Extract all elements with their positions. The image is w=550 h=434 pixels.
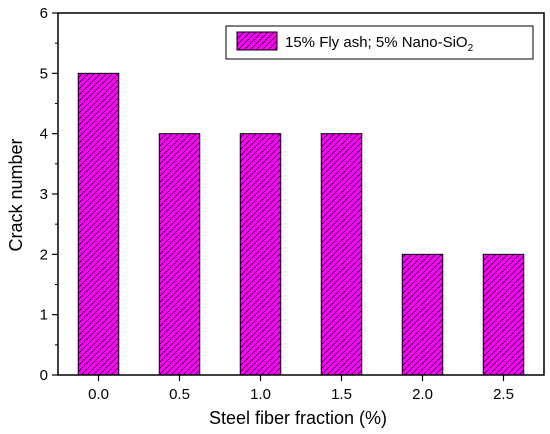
legend: 15% Fly ash; 5% Nano-SiO2 (225, 25, 534, 60)
y-tick-label: 5 (40, 65, 48, 82)
legend-swatch (236, 31, 278, 51)
bar-0.0 (77, 72, 120, 376)
bar-2.5 (482, 253, 525, 376)
bar-1.5 (320, 133, 363, 376)
y-tick-label: 3 (40, 186, 48, 203)
x-tick-label: 1.5 (331, 386, 352, 403)
x-tick-label: 2.0 (412, 386, 433, 403)
x-tick-label: 0.5 (169, 386, 190, 403)
y-tick-label: 2 (40, 246, 48, 263)
y-axis-title: Crack number (6, 138, 26, 251)
bars-group (77, 72, 525, 376)
bar-0.5 (158, 133, 201, 376)
y-axis-ticks: 0 1 2 3 4 5 6 (40, 5, 58, 384)
x-tick-label: 1.0 (250, 386, 271, 403)
plot-frame (57, 12, 545, 376)
x-tick-label: 2.5 (493, 386, 514, 403)
y-tick-label: 0 (40, 367, 48, 384)
legend-label-subscript: 2 (468, 43, 474, 54)
y-tick-label: 1 (40, 307, 48, 324)
bar-2.0 (401, 253, 444, 376)
y-tick-label: 4 (40, 126, 48, 143)
x-axis-ticks: 0.0 0.5 1.0 1.5 2.0 2.5 (88, 375, 514, 403)
legend-label-main: 15% Fly ash; 5% Nano-SiO (285, 34, 468, 51)
bar-1.0 (239, 133, 282, 376)
x-tick-label: 0.0 (88, 386, 109, 403)
y-tick-label: 6 (40, 5, 48, 22)
legend-label: 15% Fly ash; 5% Nano-SiO2 (285, 34, 474, 54)
x-axis-title: Steel fiber fraction (%) (209, 408, 387, 428)
